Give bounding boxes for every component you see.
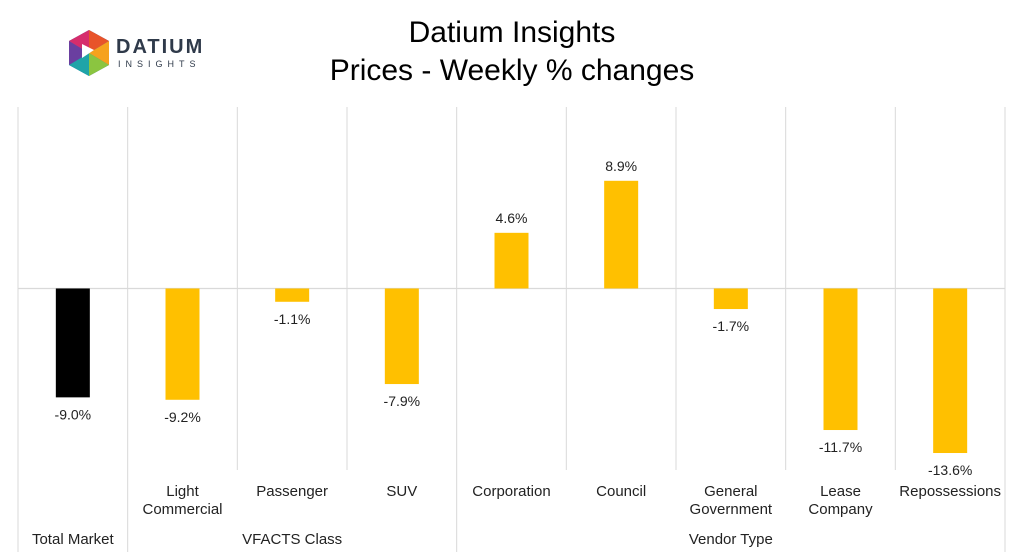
logo-wordmark: DATIUM: [116, 36, 205, 58]
logo-subtext: INSIGHTS: [118, 59, 201, 69]
bar: [275, 288, 310, 302]
bar: [55, 288, 90, 398]
chart-subtitle: Prices - Weekly % changes: [329, 54, 695, 87]
bar: [713, 288, 748, 310]
datium-logo: DATIUM INSIGHTS: [66, 28, 206, 78]
data-label: -1.7%: [713, 318, 750, 334]
bar: [823, 288, 858, 431]
data-label: 4.6%: [496, 210, 528, 226]
category-label: Government: [690, 501, 773, 518]
category-label: Passenger: [256, 483, 328, 500]
data-label: -7.9%: [384, 393, 421, 409]
datium-logo-mark-icon: [69, 30, 109, 76]
data-label: -9.2%: [164, 409, 201, 425]
chart-title: Datium Insights: [408, 16, 616, 49]
category-label: SUV: [386, 483, 417, 500]
bar: [384, 288, 419, 385]
bar: [604, 180, 639, 289]
bar: [933, 288, 968, 454]
group-axis-labels: Total Market VFACTS Class Vendor Type: [32, 531, 773, 548]
group-label: VFACTS Class: [242, 531, 342, 548]
group-label: Total Market: [32, 531, 115, 548]
data-label: -9.0%: [55, 406, 92, 422]
group-label: Vendor Type: [689, 531, 773, 548]
data-label: -13.6%: [928, 462, 972, 478]
category-label: Commercial: [142, 501, 222, 518]
bar-series: [55, 180, 968, 454]
data-labels: -9.0% -9.2% -1.1% -7.9% 4.6% 8.9% -1.7% -11.7% -…: [55, 158, 973, 478]
data-label: 8.9%: [605, 158, 637, 174]
bar: [494, 232, 529, 289]
category-label: General: [704, 483, 757, 500]
category-label: Council: [596, 483, 646, 500]
category-label: Company: [808, 501, 873, 518]
category-label: Light: [166, 483, 199, 500]
category-label: Corporation: [472, 483, 550, 500]
category-label: Repossessions: [899, 483, 1001, 500]
category-label: Lease: [820, 483, 861, 500]
data-label: -11.7%: [819, 439, 862, 455]
bar: [165, 288, 200, 400]
data-label: -1.1%: [274, 311, 311, 327]
